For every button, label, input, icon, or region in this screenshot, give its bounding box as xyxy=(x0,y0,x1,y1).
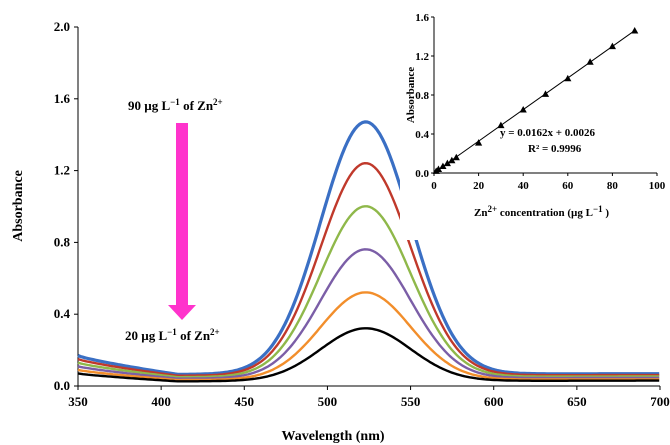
calibration-point xyxy=(564,74,572,82)
calibration-point xyxy=(448,156,456,164)
inset-y-axis-title: Absorbance xyxy=(405,67,417,123)
top-concentration-label: 90 µg L−1 of Zn2+ xyxy=(128,97,223,113)
main-y-tick-label: 1.2 xyxy=(54,163,70,178)
concentration-arrow xyxy=(168,123,196,320)
inset-x-tick-label: 60 xyxy=(562,180,574,192)
main-y-axis-title: Absorbance xyxy=(11,170,26,242)
inset-xlabel-ion: 2+ xyxy=(487,204,497,214)
calibration-point xyxy=(475,139,483,146)
calibration-inset-chart: 0 20 40 60 80 100 0.00.40.81.21.6 Absorbance … xyxy=(400,8,666,240)
inset-xlabel-close: ) xyxy=(603,207,610,219)
regression-r2: R² = 0.9996 xyxy=(528,143,582,155)
calibration-point xyxy=(519,106,527,113)
bottom-label-main: 20 µg L xyxy=(125,328,167,343)
inset-xlabel-exp: −1 xyxy=(593,204,603,214)
inset-xlabel-tail: concentration (µg L xyxy=(497,207,593,219)
spectrum-line xyxy=(77,161,660,377)
regression-line xyxy=(433,30,635,174)
main-x-tick-label: 400 xyxy=(151,394,171,409)
calibration-point xyxy=(586,58,594,65)
inset-x-tick-label: 0 xyxy=(431,180,437,192)
inset-y-tick-label: 0.4 xyxy=(415,129,429,141)
main-x-tick-label: 650 xyxy=(567,394,587,409)
calibration-point xyxy=(439,162,447,170)
calibration-point xyxy=(608,42,616,50)
calibration-point xyxy=(434,165,443,172)
main-y-tick-label: 0.4 xyxy=(54,306,71,321)
main-x-tick-label: 450 xyxy=(235,394,255,409)
main-spectra-chart: 350 400 450 500 550 600 650 700 0.00.40.81.21.6… xyxy=(11,19,670,444)
inset-y-tick-label: 0.0 xyxy=(415,168,429,180)
main-x-tick-label: 600 xyxy=(484,394,504,409)
main-x-tick-label: 700 xyxy=(650,394,670,409)
regression-equation: y = 0.0162x + 0.0026 xyxy=(500,127,596,139)
spectrum-line xyxy=(77,327,660,383)
main-y-tick-label: 1.6 xyxy=(54,91,71,106)
bottom-label-tail: of Zn xyxy=(177,328,211,343)
inset-x-tick-label: 80 xyxy=(607,180,619,192)
main-x-axis-title: Wavelength (nm) xyxy=(281,429,384,444)
main-y-tick-label: 0.8 xyxy=(54,234,71,249)
inset-y-tick-label: 0.8 xyxy=(415,90,429,102)
main-y-tick-label: 0.0 xyxy=(54,378,70,393)
calibration-point xyxy=(443,159,451,167)
inset-y-tick-label: 1.2 xyxy=(415,51,429,63)
inset-x-tick-label: 40 xyxy=(518,180,530,192)
top-label-main: 90 µg L xyxy=(128,98,170,113)
inset-y-tick-label: 1.6 xyxy=(415,12,429,24)
bottom-label-ion: 2+ xyxy=(210,327,220,337)
inset-x-tick-label: 100 xyxy=(649,180,666,192)
calibration-point xyxy=(631,27,639,34)
calibration-point xyxy=(541,90,550,97)
main-y-tick-label: 2.0 xyxy=(54,19,70,34)
top-label-ion: 2+ xyxy=(213,97,223,107)
inset-x-axis-title: Zn2+ concentration (µg L−1 ) xyxy=(474,204,609,219)
inset-xlabel-main: Zn xyxy=(474,207,487,219)
top-label-tail: of Zn xyxy=(180,98,214,113)
top-label-exp: −1 xyxy=(170,97,180,107)
spectrum-line xyxy=(77,120,660,376)
main-x-tick-label: 500 xyxy=(318,394,338,409)
bottom-concentration-label: 20 µg L−1 of Zn2+ xyxy=(125,327,220,343)
inset-background xyxy=(400,8,666,240)
inset-x-tick-label: 20 xyxy=(473,180,485,192)
calibration-point xyxy=(452,153,460,161)
main-x-tick-label: 350 xyxy=(68,394,88,409)
main-x-tick-label: 550 xyxy=(401,394,421,409)
spectrum-line xyxy=(77,248,660,380)
spectrum-line xyxy=(77,291,660,382)
calibration-point xyxy=(497,121,505,129)
spectrum-line xyxy=(77,205,660,379)
bottom-label-exp: −1 xyxy=(167,327,177,337)
